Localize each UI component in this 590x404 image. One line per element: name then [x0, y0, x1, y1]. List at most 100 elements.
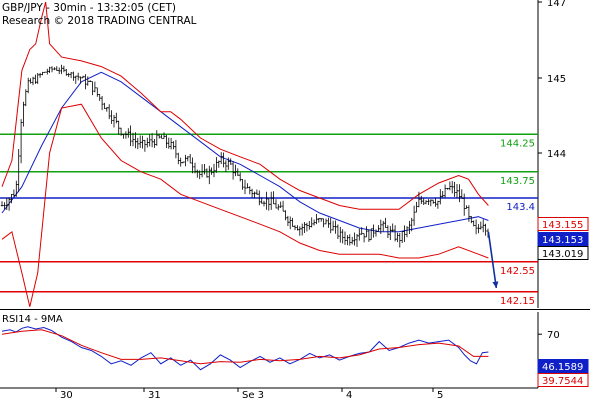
candle: [482, 219, 485, 233]
candle: [451, 181, 454, 194]
candle: [189, 154, 192, 164]
candle: [162, 132, 166, 139]
candle: [117, 120, 120, 135]
candle: [360, 227, 363, 235]
time-tick-label: 31: [148, 390, 161, 400]
candle: [50, 66, 54, 73]
candle: [27, 77, 30, 94]
candle: [29, 78, 32, 84]
candle: [434, 198, 437, 207]
candle: [346, 235, 349, 246]
candle: [270, 191, 273, 210]
candle: [148, 134, 151, 147]
candle: [465, 205, 468, 209]
price-tag-label: 143.153: [542, 235, 583, 246]
candle: [143, 139, 147, 152]
candle: [146, 137, 149, 148]
candle: [31, 76, 35, 86]
candle: [205, 168, 209, 178]
candle: [79, 76, 82, 84]
candle: [415, 201, 418, 213]
candle: [455, 184, 459, 198]
level-label: 143.75: [500, 176, 535, 187]
forecast-arrow-shaft: [487, 231, 498, 289]
candle: [396, 232, 399, 243]
candle: [355, 234, 359, 247]
candle: [108, 104, 111, 120]
candle: [274, 199, 278, 209]
candle: [193, 162, 197, 174]
candle: [74, 75, 77, 84]
bollinger-band-line: [1, 1, 489, 210]
candle: [93, 81, 97, 93]
forecast-arrow-head: [492, 281, 499, 288]
price-tag-box: [537, 246, 589, 260]
candle: [200, 164, 204, 178]
candle: [336, 224, 340, 239]
candle: [374, 229, 378, 237]
candle: [136, 137, 139, 150]
candle: [174, 140, 178, 159]
price-tick-label: 145: [547, 74, 566, 85]
candle: [184, 154, 187, 167]
candle: [401, 231, 404, 243]
candle: [105, 107, 108, 112]
candle: [12, 189, 16, 197]
candle: [129, 125, 132, 147]
candle: [334, 220, 337, 234]
candle: [127, 128, 130, 138]
candle: [141, 135, 144, 149]
candle: [439, 189, 442, 205]
level-label: 144.25: [500, 138, 535, 149]
candle: [408, 220, 411, 234]
candle: [367, 229, 371, 242]
candle: [10, 194, 13, 204]
candle: [36, 73, 39, 84]
candle: [382, 220, 385, 232]
candle: [231, 161, 235, 180]
candle: [81, 75, 85, 79]
candle: [86, 76, 89, 86]
candle: [424, 200, 428, 205]
candle: [224, 160, 228, 173]
candle: [84, 74, 87, 90]
candle: [217, 160, 220, 168]
rsi-tick-label: 70: [547, 330, 560, 341]
candle: [262, 200, 266, 207]
candle: [124, 131, 128, 139]
main-price-panel: 147 145 144 144.25 143.75 143.4 142.55 142.15 14…: [0, 0, 590, 310]
candle: [210, 167, 213, 175]
candle: [55, 66, 58, 71]
candle: [436, 200, 440, 209]
candle: [353, 232, 356, 246]
candle: [255, 189, 259, 195]
candle: [296, 225, 299, 231]
candle: [191, 157, 194, 174]
price-tick-label: 147: [547, 0, 566, 9]
candle: [320, 218, 323, 222]
candle: [243, 179, 247, 195]
candle: [291, 217, 294, 227]
candle: [412, 205, 416, 226]
candle: [446, 188, 449, 190]
candle: [169, 137, 173, 150]
candle: [7, 197, 11, 211]
candle: [150, 133, 154, 148]
candle: [303, 222, 306, 233]
level-label: 142.15: [500, 296, 535, 307]
candle: [177, 152, 180, 165]
candle: [229, 158, 232, 165]
candle: [0, 201, 4, 207]
candle: [91, 81, 94, 96]
candle: [239, 172, 242, 182]
candle: [317, 218, 320, 223]
candle: [393, 225, 397, 242]
candle: [58, 67, 61, 75]
candle: [417, 191, 421, 208]
candle: [17, 149, 20, 192]
rsi-tag-box: [537, 373, 589, 387]
candle: [341, 229, 344, 244]
candle: [248, 186, 251, 195]
candle: [467, 205, 471, 222]
moving-average-line: [1, 71, 489, 233]
